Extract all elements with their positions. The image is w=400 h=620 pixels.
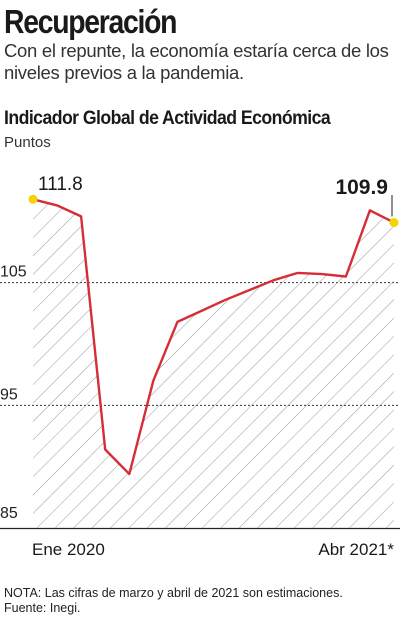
page-title: Recuperación: [4, 3, 178, 40]
footnote: NOTA: Las cifras de marzo y abril de 202…: [4, 586, 343, 616]
end-marker: [389, 218, 399, 228]
start-value-label: 111.8: [38, 174, 83, 195]
area-layer: [33, 199, 394, 529]
series-line: [32, 198, 395, 476]
chart-unit-label: Puntos: [4, 134, 51, 151]
y-tick-label: 95: [0, 386, 18, 403]
area-chart: 85 95 105 111.8 109.9 Ene 2020 Abr 2021*: [0, 174, 400, 559]
source-note: Fuente: Inegi.: [4, 601, 81, 615]
x-tick-label: Ene 2020: [32, 540, 105, 559]
y-tick-label: 105: [0, 264, 27, 281]
page-subtitle: Con el repunte, la economía estaría cerc…: [4, 40, 389, 83]
start-marker: [28, 194, 38, 204]
area-fill: [33, 199, 394, 529]
label-layer: 85 95 105 111.8 109.9 Ene 2020 Abr 2021*: [0, 174, 394, 559]
end-value-label: 109.9: [335, 176, 388, 199]
estimate-note: NOTA: Las cifras de marzo y abril de 202…: [4, 586, 343, 600]
y-tick-label: 85: [0, 505, 18, 522]
x-tick-label: Abr 2021*: [318, 540, 394, 559]
chart-title: Indicador Global de Actividad Económica: [4, 108, 331, 129]
line-layer: [28, 194, 399, 476]
